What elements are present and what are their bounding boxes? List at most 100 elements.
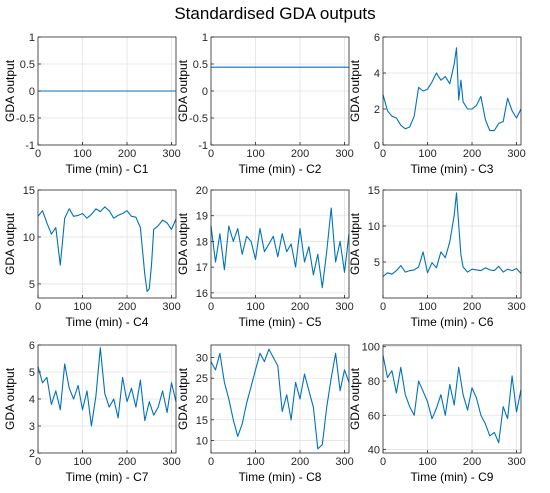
x-tick-label: 300 <box>335 456 353 468</box>
axes-box <box>382 189 522 299</box>
x-tick-label: 0 <box>380 301 386 313</box>
axes-box <box>382 36 522 146</box>
y-tick-label: 0 <box>29 86 35 98</box>
series-line <box>210 207 350 289</box>
x-tick-label: 200 <box>118 456 136 468</box>
x-tick-label: 0 <box>35 301 41 313</box>
series-line <box>37 206 177 292</box>
x-tick-label: 200 <box>463 456 481 468</box>
y-axis-label: GDA output <box>348 367 362 430</box>
x-axis-label: Time (min) - C5 <box>239 315 322 329</box>
y-tick-label: 2 <box>374 104 380 116</box>
x-axis-label: Time (min) - C9 <box>411 470 494 484</box>
y-axis-label: GDA output <box>3 367 17 430</box>
x-tick-label: 0 <box>380 456 386 468</box>
x-tick-label: 300 <box>162 148 180 160</box>
y-axis-label: GDA output <box>176 367 190 430</box>
y-tick-label: 100 <box>362 342 380 354</box>
y-tick-label: 25 <box>196 373 208 385</box>
y-tick-label: 5 <box>29 367 35 379</box>
x-tick-label: 200 <box>118 301 136 313</box>
x-tick-label: 200 <box>291 148 309 160</box>
y-tick-label: 10 <box>368 221 380 233</box>
x-tick-label: 300 <box>162 456 180 468</box>
y-tick-label: -0.5 <box>189 113 208 125</box>
x-tick-label: 300 <box>507 456 525 468</box>
x-tick-label: 100 <box>418 148 436 160</box>
y-tick-label: 2 <box>29 448 35 460</box>
x-axis-label: Time (min) - C4 <box>66 315 149 329</box>
y-axis-label: GDA output <box>176 212 190 275</box>
series-line <box>37 347 177 427</box>
x-axis-label: Time (min) - C7 <box>66 470 149 484</box>
x-tick-label: 100 <box>246 456 264 468</box>
x-tick-label: 0 <box>35 456 41 468</box>
y-tick-label: 60 <box>368 410 380 422</box>
y-tick-label: 0 <box>202 86 208 98</box>
series-line <box>382 47 522 132</box>
y-tick-label: 10 <box>196 436 208 448</box>
figure-title: Standardised GDA outputs <box>174 4 376 23</box>
y-tick-label: 1 <box>29 32 35 44</box>
x-tick-label: 300 <box>335 301 353 313</box>
series-line <box>382 355 522 444</box>
x-tick-label: 100 <box>246 301 264 313</box>
x-axis-label: Time (min) - C2 <box>239 162 322 176</box>
y-tick-label: -0.5 <box>16 113 35 125</box>
x-tick-label: 100 <box>246 148 264 160</box>
x-tick-label: 100 <box>73 456 91 468</box>
y-tick-label: 1 <box>202 32 208 44</box>
y-tick-label: 6 <box>374 32 380 44</box>
x-axis-label: Time (min) - C8 <box>239 470 322 484</box>
x-tick-label: 100 <box>73 301 91 313</box>
y-tick-label: 15 <box>23 185 35 197</box>
y-tick-label: 20 <box>196 185 208 197</box>
y-tick-label: 3 <box>29 421 35 433</box>
subplot-c5: 0 100 200 300 16 17 18 19 20 Time (min) - C5 GDA o… <box>176 185 354 329</box>
x-tick-label: 200 <box>291 456 309 468</box>
subplot-c2: 0 100 200 300 -1 -0.5 0 0.5 1 Time (min) - C2 GDA … <box>176 32 354 176</box>
x-axis-label: Time (min) - C6 <box>411 315 494 329</box>
y-tick-label: 0 <box>374 140 380 152</box>
subplot-c7: 0 100 200 300 2 3 4 5 6 Time (min) - C7 GDA output <box>3 340 181 484</box>
y-tick-label: 15 <box>368 185 380 197</box>
subplot-c3: 0 100 200 300 0 2 4 6 Time (min) - C3 GDA output <box>348 32 526 176</box>
axes-box <box>37 189 177 299</box>
subplot-c8: 0 100 200 300 10 15 20 25 30 Time (min) - C8 GDA o… <box>176 344 354 484</box>
y-tick-label: 18 <box>196 236 208 248</box>
plot-area <box>38 190 176 298</box>
y-tick-label: 0.5 <box>20 59 35 71</box>
x-tick-label: 300 <box>162 301 180 313</box>
y-tick-label: 19 <box>196 211 208 223</box>
y-tick-label: 40 <box>368 445 380 457</box>
y-tick-label: 6 <box>29 340 35 352</box>
x-tick-label: 0 <box>208 301 214 313</box>
y-axis-label: GDA output <box>176 59 190 122</box>
subplot-c1: 0 100 200 300 -1 -0.5 0 0.5 1 Time (min) - C1 GDA … <box>3 32 181 176</box>
x-tick-label: 100 <box>418 301 436 313</box>
x-tick-label: 300 <box>335 148 353 160</box>
y-tick-label: 4 <box>29 394 35 406</box>
series-line <box>210 348 350 450</box>
y-tick-label: 20 <box>196 394 208 406</box>
y-tick-label: 16 <box>196 288 208 300</box>
y-tick-label: 80 <box>368 376 380 388</box>
subplot-c4: 0 100 200 300 5 10 15 Time (min) - C4 GDA output <box>3 185 181 329</box>
x-tick-label: 0 <box>35 148 41 160</box>
plot-area <box>383 37 521 145</box>
x-axis-label: Time (min) - C3 <box>411 162 494 176</box>
x-tick-label: 200 <box>463 301 481 313</box>
y-axis-label: GDA output <box>348 59 362 122</box>
y-tick-label: 0.5 <box>193 59 208 71</box>
x-tick-label: 0 <box>208 148 214 160</box>
y-tick-label: 17 <box>196 262 208 274</box>
y-tick-label: 30 <box>196 352 208 364</box>
x-tick-label: 200 <box>463 148 481 160</box>
plot-area <box>383 190 521 298</box>
y-tick-label: -1 <box>198 140 208 152</box>
x-tick-label: 100 <box>73 148 91 160</box>
y-axis-label: GDA output <box>3 59 17 122</box>
series-line <box>382 192 522 277</box>
x-axis-label: Time (min) - C1 <box>66 162 149 176</box>
